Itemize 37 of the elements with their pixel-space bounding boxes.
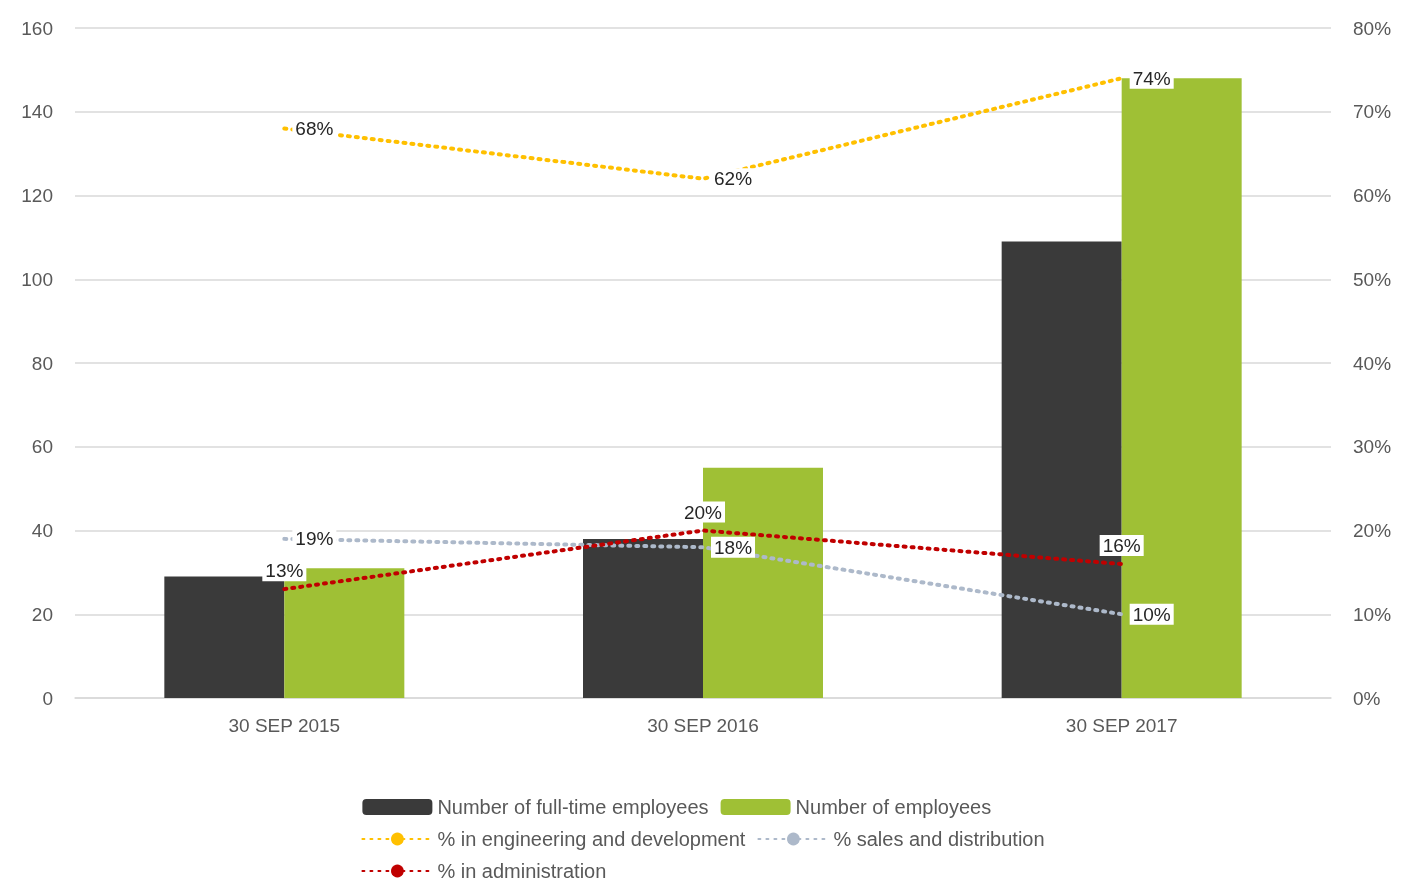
y2-tick-label: 0% — [1353, 687, 1381, 709]
data-label: 18% — [714, 536, 753, 558]
legend-label: % in administration — [437, 860, 607, 882]
y2-tick-label: 60% — [1353, 185, 1392, 206]
data-label: 19% — [295, 528, 334, 550]
y-tick-label: 40 — [31, 520, 53, 541]
y-tick-label: 100 — [21, 268, 53, 290]
data-label: 68% — [295, 118, 334, 139]
data-label: 74% — [1132, 67, 1171, 89]
x-tick-label: 30 SEP 2015 — [228, 715, 341, 736]
y2-tick-label: 40% — [1353, 352, 1392, 374]
y-tick-label: 160 — [21, 17, 53, 39]
y2-tick-label: 50% — [1353, 268, 1392, 290]
legend-label: Number of employees — [795, 796, 992, 818]
y2-tick-label: 10% — [1353, 603, 1392, 625]
y2-tick-label: 20% — [1353, 520, 1392, 541]
y-tick-label: 20 — [31, 603, 53, 625]
data-label: 20% — [683, 501, 723, 523]
y-tick-label: 140 — [21, 101, 53, 123]
data-label: 13% — [265, 560, 304, 582]
y-tick-label: 120 — [21, 185, 53, 206]
data-label: 10% — [1132, 603, 1171, 625]
legend-label: % sales and distribution — [833, 828, 1045, 850]
legend-label: Number of full-time employees — [437, 796, 709, 818]
y2-tick-label: 80% — [1353, 17, 1392, 39]
y-tick-label: 0 — [42, 687, 53, 709]
data-label: 16% — [1102, 535, 1141, 556]
legend-label: % in engineering and development — [437, 828, 746, 850]
x-tick-label: 30 SEP 2017 — [1065, 715, 1178, 736]
y2-tick-label: 30% — [1353, 436, 1392, 458]
bar — [583, 538, 703, 698]
bar — [164, 576, 285, 698]
data-label: 62% — [714, 168, 753, 190]
y-tick-label: 80 — [31, 352, 53, 374]
y-tick-label: 60 — [31, 436, 53, 458]
x-tick-label: 30 SEP 2016 — [647, 715, 759, 736]
y2-tick-label: 70% — [1353, 101, 1392, 123]
